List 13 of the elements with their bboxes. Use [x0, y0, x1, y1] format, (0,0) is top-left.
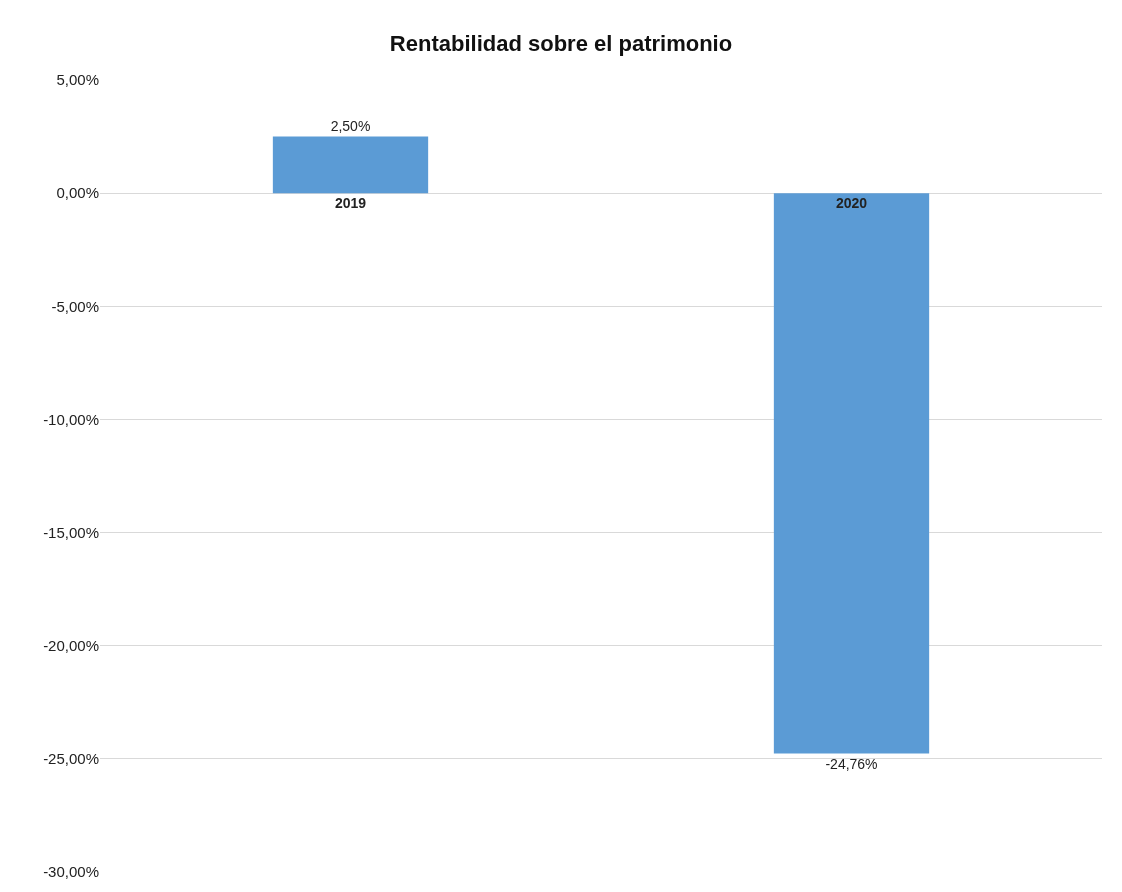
y-tick-label: -10,00%	[43, 410, 99, 428]
x-tick-label: 2020	[835, 195, 868, 212]
y-tick-label: -30,00%	[43, 863, 99, 881]
x-tick-label: 2019	[334, 195, 367, 212]
y-tick-label: -5,00%	[51, 297, 99, 315]
y-tick-label: 5,00%	[56, 71, 99, 89]
y-tick-label: -15,00%	[43, 523, 99, 541]
y-tick-label: 0,00%	[56, 184, 99, 202]
y-tick-label: -25,00%	[43, 750, 99, 768]
data-label: -24,76%	[825, 756, 878, 773]
data-label: 2,50%	[330, 117, 371, 134]
chart-title: Rentabilidad sobre el patrimonio	[389, 31, 733, 57]
y-tick-label: -20,00%	[43, 636, 99, 654]
